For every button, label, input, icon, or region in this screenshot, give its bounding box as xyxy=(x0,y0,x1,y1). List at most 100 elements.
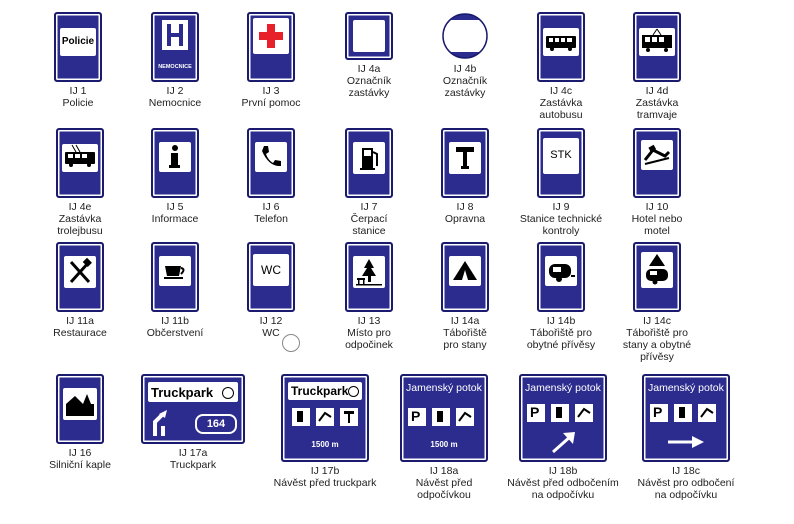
truck-icon xyxy=(348,386,359,397)
sign-code: IJ 1 xyxy=(69,85,87,97)
sign-name: Návěst pro odbočení na odpočívku xyxy=(637,477,735,501)
sign-name: Návěst před odbočením na odpočívku xyxy=(507,477,619,501)
sign-ij3: IJ 3 První pomoc xyxy=(236,12,306,109)
sign-code: IJ 4a xyxy=(357,63,381,75)
hospital-label: NEMOCNICE xyxy=(158,64,192,70)
sign-code: IJ 18c xyxy=(671,465,700,477)
sign-name: Hotel nebo motel xyxy=(631,213,683,237)
sign-name: Truckpark xyxy=(169,459,217,471)
sign-ij18b: Jamenský potok P IJ 18b Návěst před odboč… xyxy=(500,374,626,501)
sign-code: IJ 4b xyxy=(453,63,477,75)
hospital-h-icon xyxy=(162,20,188,50)
truckpark-title: Truckpark xyxy=(291,384,349,398)
sign-code: IJ 4d xyxy=(645,85,669,97)
right-arrow-icon xyxy=(668,436,704,448)
sign-code: IJ 17a xyxy=(178,447,208,459)
sign-ij4e: IJ 4e Zastávka trolejbusu xyxy=(45,128,115,237)
exit-arrow-icon xyxy=(153,410,167,436)
sign-code: IJ 11b xyxy=(161,315,189,327)
sign-name: WC xyxy=(262,327,280,339)
tram-icon xyxy=(642,28,672,52)
sign-ij18c: Jamenský potok P IJ 18c Návěst pro odboče… xyxy=(626,374,746,501)
sign-name: Informace xyxy=(151,213,199,225)
wc-text: WC xyxy=(261,263,281,277)
distance-label: 1500 m xyxy=(430,440,458,449)
sign-ij4b: IJ 4b Označník zastávky xyxy=(430,12,500,99)
rest-area-title: Jamenský potok xyxy=(648,382,724,394)
sign-ij12: WC IJ 12 WC xyxy=(236,242,306,339)
sign-ij8: IJ 8 Opravna xyxy=(430,128,500,225)
sign-code: IJ 5 xyxy=(166,201,184,213)
sign-ij2: NEMOCNICE IJ 2 Nemocnice xyxy=(140,12,210,109)
sign-code: IJ 18b xyxy=(548,465,578,477)
rest-area-icon xyxy=(527,404,593,422)
caravan-icon xyxy=(549,264,575,282)
parking-letter: P xyxy=(530,404,540,420)
sign-ij4c: IJ 4c Zastávka autobusu xyxy=(526,12,596,121)
tent-icon xyxy=(453,261,477,280)
police-text: Policie xyxy=(61,36,95,47)
sign-ij16: IJ 16 Silniční kaple xyxy=(40,374,120,471)
parking-letter: P xyxy=(653,404,663,420)
sign-name: Tábořiště pro obytné přívěsy xyxy=(526,327,596,351)
sign-code: IJ 18a xyxy=(429,465,459,477)
blank-square-icon xyxy=(353,20,385,52)
tent-caravan-icon xyxy=(646,254,668,285)
sign-name: Stanice technické kontroly xyxy=(519,213,603,237)
distance-label: 1500 m xyxy=(311,440,339,449)
info-icon xyxy=(169,145,180,168)
sign-code: IJ 4c xyxy=(549,85,573,97)
truckpark-title: Truckpark xyxy=(151,385,214,400)
sign-name: Opravna xyxy=(444,213,486,225)
trolleybus-icon xyxy=(65,144,95,167)
diagonal-arrow-icon xyxy=(552,432,575,454)
sign-name: Restaurace xyxy=(53,327,107,339)
sign-code: IJ 13 xyxy=(357,315,381,327)
sign-ij11a: IJ 11a Restaurace xyxy=(45,242,115,339)
tree-bench-icon xyxy=(356,259,382,286)
sign-ij9: STK IJ 9 Stanice technické kontroly xyxy=(514,128,608,237)
rest-area-icon xyxy=(408,408,474,426)
sign-name: Zastávka trolejbusu xyxy=(57,213,103,237)
sign-ij13: IJ 13 Místo pro odpočinek xyxy=(334,242,404,351)
stk-text: STK xyxy=(550,149,572,161)
bed-icon xyxy=(643,144,671,165)
road-number: 164 xyxy=(195,414,237,434)
sign-name: Označník zastávky xyxy=(442,75,488,99)
rest-area-icon xyxy=(650,404,716,422)
cursor-circle-marker xyxy=(282,334,300,352)
sign-code: IJ 9 xyxy=(552,201,570,213)
sign-code: IJ 6 xyxy=(262,201,280,213)
truckpark-services-icon xyxy=(292,408,358,426)
sign-code: IJ 7 xyxy=(360,201,378,213)
sign-code: IJ 4e xyxy=(68,201,92,213)
parking-letter: P xyxy=(411,408,421,424)
sign-name: Nemocnice xyxy=(148,97,202,109)
sign-ij4a: IJ 4a Označník zastávky xyxy=(334,12,404,99)
sign-ij18a: Jamenský potok P 1500 m IJ 18a Návěst pře… xyxy=(396,374,492,501)
sign-ij14a: IJ 14a Tábořiště pro stany xyxy=(430,242,500,351)
sign-code: IJ 14c xyxy=(642,315,671,327)
sign-name: Čerpací stanice xyxy=(350,213,388,237)
sign-ij6: IJ 6 Telefon xyxy=(236,128,306,225)
sign-ij10: IJ 10 Hotel nebo motel xyxy=(622,128,692,237)
sign-ij14c: IJ 14c Tábořiště pro stany a obytné přívě… xyxy=(622,242,692,363)
sign-code: IJ 10 xyxy=(645,201,669,213)
sign-code: IJ 11a xyxy=(66,315,94,327)
sign-code: IJ 8 xyxy=(456,201,474,213)
sign-name: Označník zastávky xyxy=(346,75,392,99)
sign-name: Občerstvení xyxy=(146,327,204,339)
sign-ij17b: Truckpark 1500 m IJ 17b Návěst před truck… xyxy=(268,374,382,489)
sign-name: První pomoc xyxy=(241,97,301,109)
sign-code: IJ 2 xyxy=(166,85,184,97)
wrench-icon xyxy=(456,147,474,169)
fuel-pump-icon xyxy=(360,148,378,170)
phone-icon xyxy=(262,146,281,167)
rest-area-title: Jamenský potok xyxy=(525,382,601,394)
sign-code: IJ 3 xyxy=(262,85,280,97)
sign-ij5: IJ 5 Informace xyxy=(140,128,210,225)
cup-icon xyxy=(164,266,185,279)
sign-code: IJ 16 xyxy=(68,447,92,459)
sign-name: Návěst před truckpark xyxy=(273,477,377,489)
sign-code: IJ 17b xyxy=(310,465,340,477)
